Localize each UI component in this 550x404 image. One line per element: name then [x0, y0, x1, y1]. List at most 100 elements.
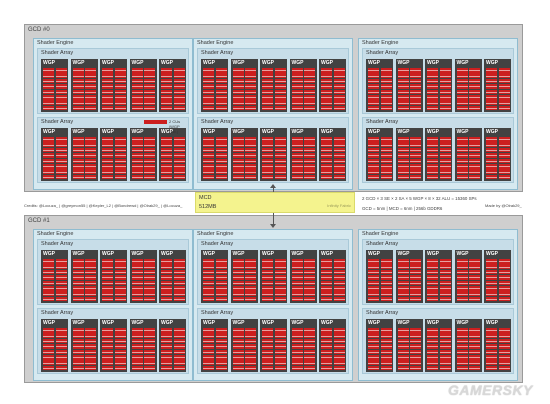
compute-unit [43, 360, 54, 365]
compute-unit-divider [427, 282, 438, 284]
compute-unit [486, 142, 497, 147]
compute-unit-divider [232, 86, 244, 87]
compute-unit [245, 349, 256, 355]
compute-unit [291, 286, 303, 291]
compute-unit-divider [72, 80, 84, 82]
compute-unit-divider [55, 282, 67, 284]
compute-unit [85, 259, 96, 264]
compute-unit-divider [368, 282, 379, 284]
compute-unit [456, 365, 468, 371]
compute-unit [173, 174, 185, 180]
compute-unit-divider [215, 340, 227, 342]
compute-unit-divider [439, 91, 451, 93]
compute-unit [469, 158, 480, 164]
wgp-block: WGP [230, 59, 258, 112]
compute-unit-divider [43, 282, 54, 284]
compute-unit [85, 338, 96, 344]
compute-unit-divider [304, 75, 315, 77]
compute-unit-divider [262, 155, 273, 156]
compute-unit [131, 328, 143, 333]
compute-unit [469, 296, 480, 302]
compute-unit-divider [232, 293, 244, 295]
compute-unit-divider [368, 97, 379, 98]
compute-unit-divider [262, 149, 273, 151]
compute-unit [144, 78, 155, 84]
compute-unit-divider [486, 330, 497, 331]
compute-unit-divider [368, 171, 379, 173]
compute-unit-divider [427, 335, 438, 337]
compute-unit-divider [232, 282, 244, 284]
wgp-label: WGP [43, 251, 55, 257]
compute-unit-divider [304, 362, 315, 364]
compute-unit-divider [144, 155, 155, 156]
compute-unit-divider [144, 176, 155, 178]
compute-unit-divider [102, 288, 113, 289]
compute-unit-divider [439, 340, 451, 342]
compute-unit [410, 84, 421, 89]
compute-unit-divider [144, 367, 155, 369]
compute-unit-divider [304, 351, 315, 353]
compute-unit-divider [43, 176, 54, 178]
compute-unit-divider [161, 340, 172, 342]
compute-unit [427, 164, 438, 169]
compute-unit-divider [131, 176, 143, 178]
compute-unit-divider [304, 288, 315, 289]
compute-unit [368, 365, 379, 371]
compute-unit-divider [203, 340, 214, 342]
compute-unit-divider [131, 160, 143, 162]
compute-unit-divider [114, 144, 126, 146]
compute-unit [55, 291, 67, 296]
compute-unit-divider [85, 176, 96, 178]
compute-unit-divider [304, 139, 315, 140]
compute-unit-divider [397, 102, 409, 104]
compute-unit-divider [321, 277, 332, 278]
compute-unit [161, 95, 172, 100]
compute-unit [131, 264, 143, 269]
compute-unit-divider [114, 166, 126, 167]
compute-unit [380, 360, 392, 365]
compute-unit [232, 153, 244, 158]
compute-unit [173, 269, 185, 275]
compute-unit [55, 365, 67, 371]
compute-unit [203, 95, 214, 100]
wgp-label: WGP [72, 60, 85, 66]
compute-unit-divider [161, 171, 172, 173]
compute-unit [203, 164, 214, 169]
compute-unit [397, 349, 409, 355]
legend-text: 2 CUs /WGP (est.) [169, 119, 181, 134]
compute-unit-divider [131, 335, 143, 337]
compute-unit-divider [410, 266, 421, 268]
compute-unit-divider [456, 155, 468, 156]
compute-unit-divider [439, 335, 451, 337]
compute-unit [245, 89, 256, 95]
shader-engine: Shader Engine Shader Array WGP WGP WGP WGP WGP… [193, 229, 353, 381]
compute-unit [368, 349, 379, 355]
compute-unit-divider [161, 70, 172, 71]
compute-unit-divider [72, 362, 84, 364]
compute-unit-divider [245, 277, 256, 278]
shader-array-label: Shader Array [366, 241, 399, 247]
compute-unit [232, 333, 244, 338]
compute-unit [439, 259, 451, 264]
compute-unit-divider [245, 155, 256, 156]
compute-unit-divider [262, 335, 273, 337]
compute-unit-divider [232, 160, 244, 162]
compute-unit-divider [397, 277, 409, 278]
wgp-block: WGP [289, 128, 317, 181]
compute-unit [397, 344, 409, 349]
compute-unit-divider [173, 288, 185, 289]
wgp-label: WGP [43, 60, 55, 66]
compute-unit [456, 360, 468, 365]
compute-unit [144, 280, 155, 286]
compute-unit-divider [232, 171, 244, 173]
compute-unit [321, 169, 332, 174]
compute-unit [131, 95, 143, 100]
compute-unit-divider [102, 144, 113, 146]
compute-unit-divider [469, 282, 480, 284]
compute-unit [72, 95, 84, 100]
compute-unit [131, 89, 143, 95]
compute-unit [262, 78, 273, 84]
compute-unit [410, 280, 421, 286]
compute-unit-divider [114, 266, 126, 268]
compute-unit [321, 73, 332, 78]
